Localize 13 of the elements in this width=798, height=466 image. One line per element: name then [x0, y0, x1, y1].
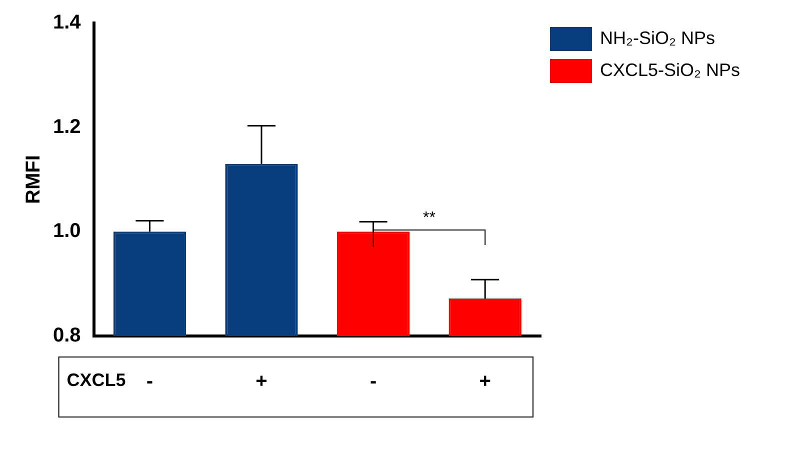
- legend-label: NH₂-SiO₂ NPs: [600, 28, 715, 48]
- x-axis-title: CXCL5: [66, 370, 126, 390]
- legend-label: CXCL5-SiO₂ NPs: [600, 60, 740, 80]
- y-tick-label: 1.0: [52, 220, 81, 242]
- y-tick-label: 1.4: [52, 12, 82, 34]
- x-tick-label: -: [370, 370, 377, 393]
- y-tick-label: 1.2: [52, 116, 81, 138]
- y-tick-label: 0.8: [52, 324, 81, 347]
- x-tick-label: +: [479, 370, 491, 393]
- x-tick-label: +: [256, 370, 268, 393]
- y-axis-title: RMFI: [22, 155, 45, 204]
- x-tick-label: -: [146, 370, 154, 393]
- annotation: **: [422, 209, 436, 226]
